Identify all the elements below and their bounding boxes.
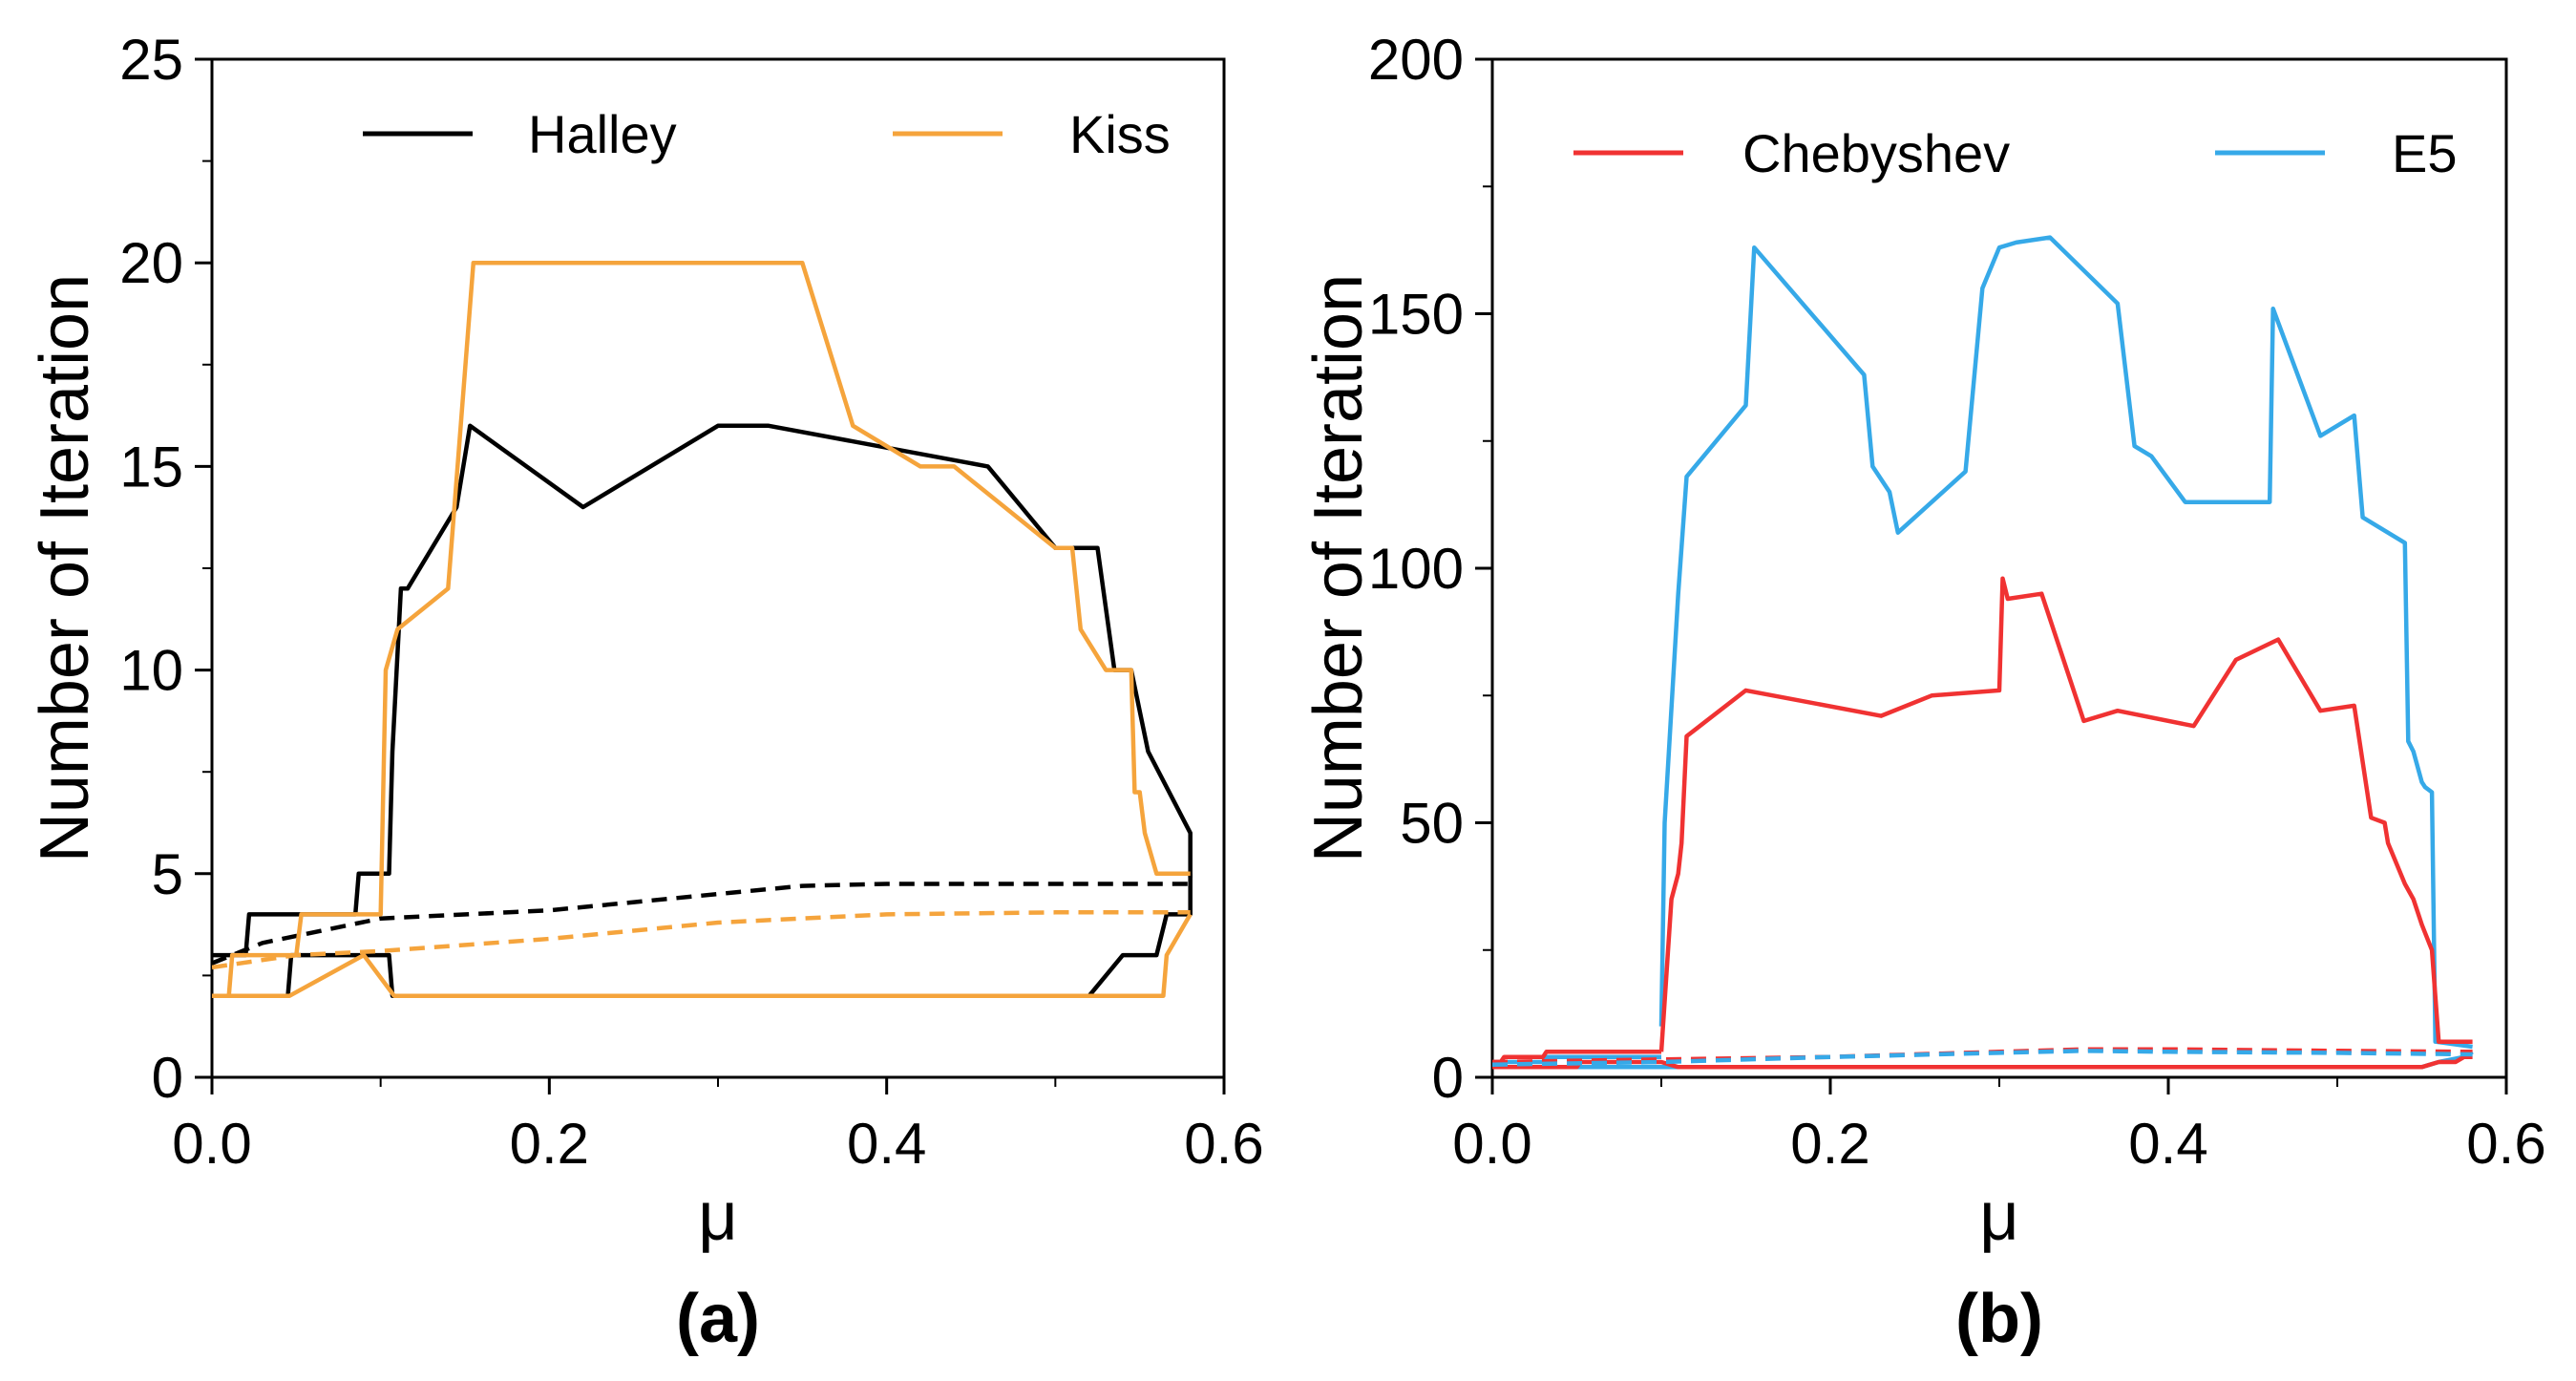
series-line-halley [212,423,1193,958]
y-tick-label-1: 15 [119,435,183,499]
y-tick-label-2: 200 [1368,28,1464,92]
series-line-kiss-mean [212,910,1191,970]
series-line-e5 [1658,235,2473,1050]
legend-label-e5: E5 [2392,123,2458,183]
plot-frame-2 [1490,57,2508,1079]
x-tick-label-1: 0.6 [1184,1112,1263,1176]
series-line-e5-mean [1492,1049,2473,1067]
x-axis-label-1: μ [698,1179,737,1255]
y-tick-label-1: 10 [119,639,183,703]
series-line-chebyshev [1658,576,2473,1052]
series-group-1 [212,260,1193,998]
y-tick-label-2: 50 [1400,792,1464,856]
chart-panel-1: 0.0 0.2 0.4 0.6 0 5 10 15 20 25 μ Number of Iterati… [27,28,1264,1357]
x-tick-label-1: 0.4 [847,1112,926,1176]
legend-label-chebyshev: Chebyshev [1742,123,2010,183]
series-group-2 [1492,235,2474,1070]
series-line-halley-mean [212,882,1191,966]
x-tick-label-1: 0.0 [172,1112,251,1176]
y-axis-label-2: Number of Iteration [1300,274,1377,862]
series-line-kiss [212,260,1191,998]
x-tick-label-2: 0.2 [1790,1112,1869,1176]
panel-label-1: (a) [676,1281,760,1357]
y-tick-label-2: 100 [1368,537,1464,601]
y-axis-label-1: Number of Iteration [27,274,103,862]
y-tick-label-1: 20 [119,231,183,295]
y-tick-label-1: 25 [119,28,183,92]
x-tick-label-2: 0.4 [2128,1112,2207,1176]
series-line-kiss-lower [212,913,1193,998]
y-tick-label-2: 0 [1432,1046,1464,1110]
chart-panel-2: 0.0 0.2 0.4 0.6 0 50 100 150 200 μ Number of Itera… [1300,28,2546,1357]
legend-label-kiss: Kiss [1069,104,1171,164]
x-axis-label-2: μ [1979,1179,2018,1255]
x-tick-label-2: 0.0 [1452,1112,1531,1176]
y-tick-label-2: 150 [1368,283,1464,347]
y-tick-label-1: 0 [152,1046,183,1110]
y-tick-label-1: 5 [152,842,183,906]
series-line-chebyshev-upper [1492,1050,1661,1068]
panel-label-2: (b) [1955,1281,2043,1357]
x-tick-label-2: 0.6 [2466,1112,2545,1176]
legend-label-halley: Halley [528,104,677,164]
x-tick-label-1: 0.2 [510,1112,589,1176]
